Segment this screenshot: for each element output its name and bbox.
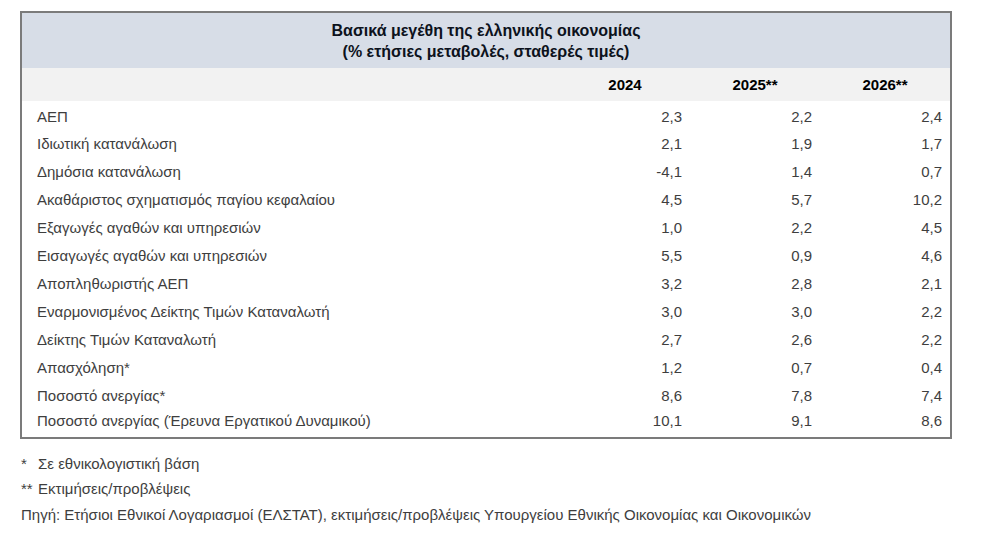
cell-value: 0,9	[690, 241, 820, 269]
cell-value: 2,8	[690, 269, 820, 297]
row-label: Εξαγωγές αγαθών και υπηρεσιών	[22, 213, 560, 241]
row-label: Ποσοστό ανεργίας (Έρευνα Εργατικού Δυναμ…	[22, 409, 560, 437]
cell-value: 4,5	[820, 213, 950, 241]
table-row: Αποπληθωριστής ΑΕΠ3,22,82,1	[22, 269, 950, 297]
footnote-text: Εκτιμήσεις/προβλέψεις	[38, 480, 190, 497]
table-row: Ιδιωτική κατανάλωση2,11,91,7	[22, 129, 950, 157]
cell-value: 7,4	[820, 381, 950, 409]
cell-value: 2,7	[560, 325, 690, 353]
column-header-2024: 2024	[560, 68, 690, 101]
footnote-national-accounts-basis: *Σε εθνικολογιστική βάση	[21, 451, 811, 476]
cell-value: 1,4	[690, 157, 820, 185]
table-row: Ποσοστό ανεργίας*8,67,87,4	[22, 381, 950, 409]
cell-value: 4,6	[820, 241, 950, 269]
table-row: ΑΕΠ2,32,22,4	[22, 101, 950, 129]
cell-value: 2,1	[820, 269, 950, 297]
cell-value: 2,2	[690, 213, 820, 241]
row-label: ΑΕΠ	[22, 101, 560, 129]
footnote-text: Σε εθνικολογιστική βάση	[38, 455, 199, 472]
cell-value: 8,6	[560, 381, 690, 409]
table-body: ΑΕΠ2,32,22,4Ιδιωτική κατανάλωση2,11,91,7…	[22, 101, 950, 437]
cell-value: 7,8	[690, 381, 820, 409]
table-row: Δείκτης Τιμών Καταναλωτή2,72,62,2	[22, 325, 950, 353]
row-label: Ιδιωτική κατανάλωση	[22, 129, 560, 157]
table-row: Εναρμονισμένος Δείκτης Τιμών Καταναλωτή3…	[22, 297, 950, 325]
cell-value: 9,1	[690, 409, 820, 437]
table-row: Δημόσια κατανάλωση-4,11,40,7	[22, 157, 950, 185]
table-title-line2: (% ετήσιες μεταβολές, σταθερές τιμές)	[32, 41, 940, 62]
footnote-marker: **	[21, 476, 38, 501]
cell-value: 0,7	[820, 157, 950, 185]
table-row: Ποσοστό ανεργίας (Έρευνα Εργατικού Δυναμ…	[22, 409, 950, 437]
cell-value: 1,7	[820, 129, 950, 157]
footnotes: *Σε εθνικολογιστική βάση **Εκτιμήσεις/πρ…	[21, 451, 811, 527]
cell-value: 8,6	[820, 409, 950, 437]
cell-value: 2,3	[560, 101, 690, 129]
cell-value: 10,1	[560, 409, 690, 437]
cell-value: 5,5	[560, 241, 690, 269]
cell-value: 3,0	[560, 297, 690, 325]
column-header-indicator	[22, 68, 560, 101]
table-title-line1: Βασικά μεγέθη της ελληνικής οικονομίας	[32, 20, 940, 41]
cell-value: 1,0	[560, 213, 690, 241]
footnote-marker: *	[21, 451, 38, 476]
cell-value: 0,4	[820, 353, 950, 381]
column-header-2026: 2026**	[820, 68, 950, 101]
row-label: Αποπληθωριστής ΑΕΠ	[22, 269, 560, 297]
row-label: Απασχόληση*	[22, 353, 560, 381]
table-row: Ακαθάριστος σχηματισμός παγίου κεφαλαίου…	[22, 185, 950, 213]
cell-value: 4,5	[560, 185, 690, 213]
cell-value: 10,2	[820, 185, 950, 213]
row-label: Δείκτης Τιμών Καταναλωτή	[22, 325, 560, 353]
key-figures-table: Βασικά μεγέθη της ελληνικής οικονομίας (…	[20, 11, 952, 439]
row-label: Δημόσια κατανάλωση	[22, 157, 560, 185]
cell-value: 2,2	[820, 325, 950, 353]
row-label: Ακαθάριστος σχηματισμός παγίου κεφαλαίου	[22, 185, 560, 213]
cell-value: 5,7	[690, 185, 820, 213]
column-header-row: 2024 2025** 2026**	[22, 68, 950, 101]
table-row: Εξαγωγές αγαθών και υπηρεσιών1,02,24,5	[22, 213, 950, 241]
cell-value: 2,2	[690, 101, 820, 129]
cell-value: 1,2	[560, 353, 690, 381]
footnote-estimates-forecasts: **Εκτιμήσεις/προβλέψεις	[21, 476, 811, 501]
cell-value: 3,2	[560, 269, 690, 297]
source-line: Πηγή: Ετήσιοι Εθνικοί Λογαριασμοί (ΕΛΣΤΑ…	[21, 502, 811, 527]
column-header-2025: 2025**	[690, 68, 820, 101]
table-row: Εισαγωγές αγαθών και υπηρεσιών5,50,94,6	[22, 241, 950, 269]
cell-value: 2,6	[690, 325, 820, 353]
cell-value: 3,0	[690, 297, 820, 325]
row-label: Εισαγωγές αγαθών και υπηρεσιών	[22, 241, 560, 269]
table-row: Απασχόληση*1,20,70,4	[22, 353, 950, 381]
cell-value: 0,7	[690, 353, 820, 381]
cell-value: 1,9	[690, 129, 820, 157]
data-grid: 2024 2025** 2026** ΑΕΠ2,32,22,4Ιδιωτική …	[22, 68, 950, 437]
cell-value: 2,1	[560, 129, 690, 157]
cell-value: 2,2	[820, 297, 950, 325]
cell-value: -4,1	[560, 157, 690, 185]
row-label: Ποσοστό ανεργίας*	[22, 381, 560, 409]
row-label: Εναρμονισμένος Δείκτης Τιμών Καταναλωτή	[22, 297, 560, 325]
table-title: Βασικά μεγέθη της ελληνικής οικονομίας (…	[22, 13, 950, 68]
cell-value: 2,4	[820, 101, 950, 129]
